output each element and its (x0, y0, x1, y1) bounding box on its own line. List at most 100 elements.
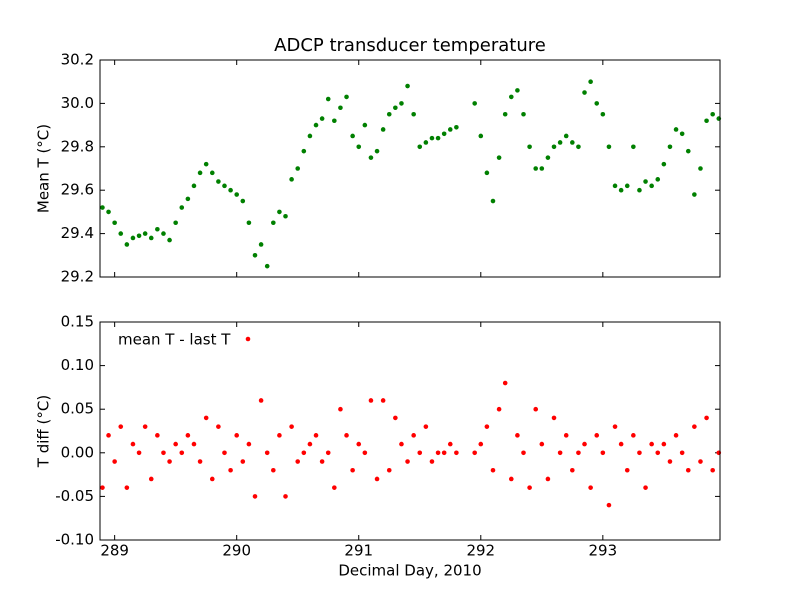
point (508, 476, 514, 482)
point (258, 242, 264, 247)
point (289, 177, 294, 182)
point (539, 166, 545, 171)
point (203, 415, 209, 421)
point (209, 476, 215, 482)
point (441, 450, 447, 456)
point (515, 88, 520, 93)
point (405, 459, 410, 464)
point (618, 187, 624, 193)
point (185, 196, 191, 202)
point (612, 424, 618, 429)
y-axis-label: T diff (°C) (35, 395, 53, 468)
point (527, 144, 532, 150)
point (155, 226, 160, 232)
point (631, 433, 636, 438)
point (179, 205, 185, 210)
point (570, 467, 575, 473)
point (698, 459, 703, 464)
y-tick-label: 29.2 (61, 268, 94, 286)
point (374, 476, 380, 482)
point (435, 135, 441, 141)
point (417, 450, 423, 456)
x-tick-label: 292 (466, 542, 495, 560)
point (161, 450, 166, 456)
y-tick-label: 30.0 (61, 94, 94, 112)
point (216, 424, 221, 429)
point (673, 127, 679, 132)
point (521, 111, 526, 117)
point (277, 433, 282, 438)
point (100, 485, 105, 490)
point (271, 467, 276, 473)
point (435, 450, 441, 456)
point (588, 485, 593, 490)
point (624, 183, 630, 189)
point (496, 155, 502, 160)
point (484, 170, 490, 176)
point (258, 398, 264, 403)
point (362, 122, 368, 128)
point (594, 433, 600, 438)
point (673, 433, 679, 438)
point (344, 94, 349, 100)
point (447, 441, 453, 447)
point (240, 198, 246, 204)
point (289, 424, 294, 429)
point (454, 124, 459, 130)
point (692, 192, 697, 197)
point (576, 450, 581, 456)
point (405, 83, 410, 89)
point (637, 187, 642, 193)
point (313, 433, 319, 438)
point (600, 111, 606, 117)
point (588, 79, 593, 84)
y-tick-label: 29.6 (61, 181, 94, 199)
point (301, 450, 307, 456)
point (332, 485, 337, 490)
y-tick-label: 29.8 (61, 137, 94, 155)
point (454, 450, 459, 456)
point (240, 459, 246, 464)
y-tick-label: 0.10 (61, 356, 94, 374)
point (319, 116, 325, 121)
point (325, 96, 331, 102)
point (295, 166, 301, 171)
point (124, 485, 130, 490)
point (161, 231, 166, 236)
point (411, 111, 416, 117)
point (685, 467, 691, 473)
point (130, 235, 136, 241)
point (631, 144, 636, 150)
point (319, 459, 325, 464)
point (563, 433, 569, 438)
point (557, 450, 563, 456)
point (386, 111, 392, 117)
point (191, 183, 197, 189)
point (704, 415, 709, 421)
x-axis-label: Decimal Day, 2010 (338, 562, 481, 580)
point (582, 441, 587, 447)
point (301, 148, 307, 154)
x-tick-label: 293 (589, 542, 618, 560)
point (130, 441, 136, 447)
point (380, 398, 386, 403)
plot-frame (99, 59, 721, 278)
y-tick-label: 0.00 (61, 443, 94, 461)
point (148, 476, 154, 482)
point (246, 220, 252, 226)
point (148, 235, 154, 241)
point (252, 494, 258, 499)
point (612, 183, 618, 189)
point (692, 424, 697, 429)
chart-title: ADCP transducer temperature (274, 35, 546, 56)
point (350, 133, 355, 139)
y-axis-label: Mean T (°C) (35, 124, 53, 213)
point (508, 94, 514, 100)
point (167, 237, 172, 243)
point (490, 467, 496, 473)
point (557, 140, 563, 145)
point (533, 166, 539, 171)
point (222, 183, 227, 189)
